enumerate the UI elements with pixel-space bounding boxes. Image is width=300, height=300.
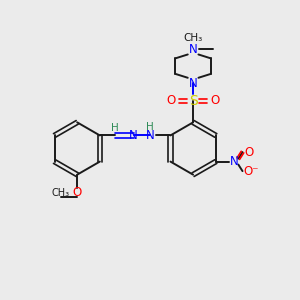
Text: N: N	[129, 129, 138, 142]
Text: O: O	[244, 146, 254, 159]
Text: O: O	[210, 94, 219, 107]
Text: N: N	[146, 129, 154, 142]
Text: CH₃: CH₃	[184, 33, 203, 43]
Text: S: S	[189, 94, 197, 108]
Text: N: N	[230, 155, 239, 168]
Text: N: N	[189, 43, 197, 56]
Text: O: O	[167, 94, 176, 107]
Text: O⁻: O⁻	[243, 165, 259, 178]
Text: N: N	[189, 76, 197, 90]
Text: H: H	[111, 123, 119, 133]
Text: O: O	[73, 186, 82, 199]
Text: H: H	[146, 122, 154, 132]
Text: CH₃: CH₃	[52, 188, 70, 197]
